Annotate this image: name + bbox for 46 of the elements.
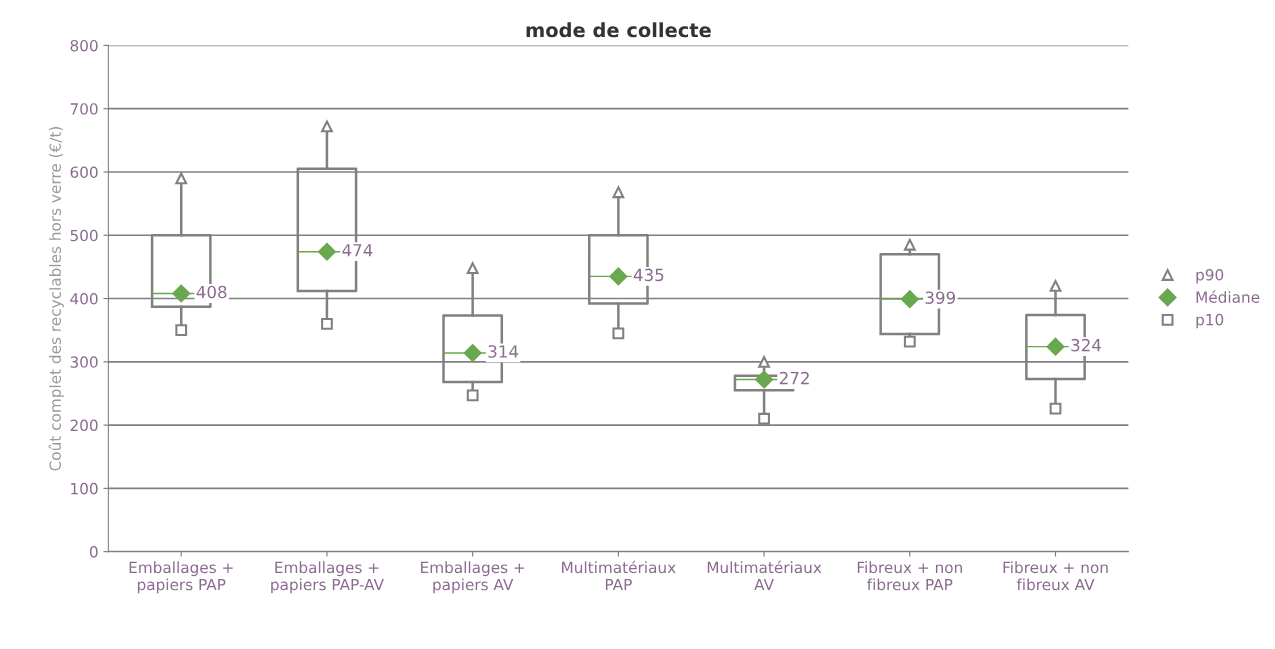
y-tick-label: 0	[89, 546, 98, 558]
x-tick-label: Multimatériaux AV	[707, 560, 822, 591]
point	[903, 335, 916, 348]
data-label: 399	[925, 291, 956, 305]
data-label: 314	[488, 345, 519, 358]
data-label: 435	[633, 268, 664, 282]
point	[1049, 279, 1062, 292]
x-tick-label: Emballages + papiers AV	[421, 561, 525, 594]
legend-label: Médiane	[1196, 290, 1260, 303]
point	[321, 120, 333, 133]
x-tick-label: Fibreux + non fibreux AV	[1003, 561, 1108, 591]
x-tick-label: Emballages + papiers PAP	[129, 561, 233, 594]
data-label: 408	[196, 285, 227, 299]
point	[466, 262, 479, 275]
point	[175, 172, 188, 185]
point	[900, 290, 919, 309]
x-tick-label: Fibreux + non fibreux PAP	[857, 561, 962, 591]
point	[758, 412, 770, 425]
point	[318, 242, 336, 261]
chart-title: mode de collecte	[526, 22, 711, 38]
y-tick-label: 500	[70, 229, 98, 242]
y-tick-label: 800	[70, 39, 98, 52]
y-axis-title: Coût complet des recyclables hors verre (€/t)	[48, 126, 64, 471]
y-tick-label: 100	[71, 482, 98, 495]
point	[321, 317, 333, 330]
point	[1049, 402, 1062, 415]
y-tick-label: 400	[70, 293, 98, 305]
point	[466, 389, 479, 402]
data-label: 474	[342, 244, 373, 257]
y-tick-label: 300	[70, 356, 98, 368]
point	[612, 186, 625, 199]
x-tick-label: Multimatériaux PAP	[562, 560, 676, 591]
legend-label: p90	[1196, 268, 1224, 284]
point	[175, 324, 188, 337]
y-tick-label: 600	[70, 166, 98, 179]
point	[903, 238, 916, 251]
point	[612, 327, 625, 340]
point	[758, 355, 770, 368]
x-tick-label: Emballages + papiers PAP-AV	[271, 561, 384, 594]
legend-label: p10	[1196, 313, 1224, 329]
point	[172, 284, 191, 303]
y-tick-label: 200	[70, 419, 98, 432]
y-tick-label: 700	[70, 103, 98, 115]
point	[755, 370, 773, 389]
data-label: 324	[1071, 338, 1101, 352]
data-label: 272	[779, 371, 809, 385]
